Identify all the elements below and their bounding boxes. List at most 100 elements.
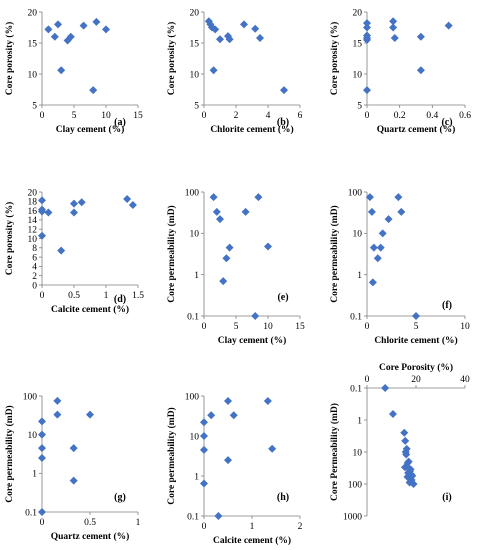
x-tick-label: 10 <box>101 111 111 121</box>
data-point <box>216 35 224 44</box>
x-tick-label: 0.6 <box>459 111 471 121</box>
data-point <box>388 410 397 419</box>
y-tick-label: 10 <box>28 235 38 245</box>
x-tick-label: 6 <box>298 111 303 121</box>
y-tick-label: 10 <box>353 448 363 458</box>
x-tick-label: 5 <box>72 111 77 121</box>
x-tick-label: 0 <box>202 522 207 532</box>
data-point <box>402 450 411 459</box>
y-tick-label: 0.1 <box>187 312 199 322</box>
data-point <box>38 444 46 453</box>
panel-label: (e) <box>277 292 288 303</box>
data-point <box>50 32 59 41</box>
data-point <box>263 396 272 405</box>
data-point <box>363 19 371 28</box>
y-tick-label: 0 <box>32 281 37 291</box>
data-point <box>209 193 218 202</box>
y-axis-title: Core porosity (%) <box>4 22 15 96</box>
y-tick-label: 100 <box>185 392 200 402</box>
y-tick-label: 20 <box>28 188 38 198</box>
data-point <box>367 207 376 216</box>
y-tick-label: 10 <box>353 230 363 240</box>
x-tick-label: 0 <box>365 111 370 121</box>
data-point <box>404 457 413 466</box>
x-axis-title: Quartz cement (%) <box>51 531 130 542</box>
data-point <box>200 479 208 488</box>
y-tick-label: 20 <box>353 8 363 18</box>
x-axis-title: Chlorite cement (%) <box>210 124 293 135</box>
y-tick-label: 10 <box>28 431 38 441</box>
data-point <box>216 215 224 224</box>
y-tick-label: 1 <box>32 470 37 480</box>
y-tick-label: 20 <box>28 8 38 18</box>
y-tick-label: 16 <box>28 207 38 217</box>
y-tick-label: 14 <box>28 216 38 226</box>
data-point <box>376 243 385 252</box>
panel-label: (h) <box>277 492 289 503</box>
y-tick-label: 4 <box>32 263 37 273</box>
data-point <box>229 411 238 420</box>
data-point <box>401 436 410 445</box>
x-tick-label: 10 <box>263 322 273 332</box>
y-axis-title: Core permeability (mD) <box>4 405 15 502</box>
y-tick-label: 1 <box>357 271 362 281</box>
data-point <box>54 20 62 29</box>
data-point <box>381 384 390 392</box>
data-point <box>200 445 208 454</box>
panel-label: (d) <box>114 294 126 305</box>
panel-label: (b) <box>277 117 289 128</box>
y-axis-title: Core Permeability (mD) <box>329 403 340 501</box>
x-tick-label: 0 <box>40 518 45 528</box>
data-point <box>38 430 46 439</box>
data-point <box>77 198 86 207</box>
data-point <box>394 193 403 202</box>
y-tick-label: 5 <box>357 101 362 111</box>
y-tick-label: 20 <box>190 8 200 18</box>
data-point <box>224 396 232 405</box>
y-tick-label: 10 <box>190 230 200 240</box>
data-point <box>207 411 216 420</box>
data-point <box>53 396 62 405</box>
data-point <box>390 34 399 43</box>
data-point <box>368 278 377 287</box>
x-axis-title: Calcite cement (%) <box>51 304 129 315</box>
y-tick-label: 1 <box>194 271 199 281</box>
data-point <box>389 23 398 32</box>
y-tick-label: 0.1 <box>350 384 362 394</box>
y-tick-label: 15 <box>190 39 200 49</box>
data-point <box>225 243 234 252</box>
data-point <box>264 242 272 251</box>
data-point <box>38 508 46 516</box>
data-point <box>416 66 425 75</box>
data-point <box>200 418 208 427</box>
data-point <box>363 86 371 95</box>
y-axis-title: Core permeability (mD) <box>166 407 177 504</box>
x-tick-label: 10 <box>460 322 470 332</box>
x-axis-title: Calcite cement (%) <box>213 535 291 546</box>
x-tick-label: 1.5 <box>132 291 144 301</box>
data-point <box>86 410 94 419</box>
x-tick-label: 0 <box>365 375 370 385</box>
data-point <box>53 410 62 419</box>
y-tick-label: 1 <box>357 416 362 426</box>
data-point <box>389 17 398 26</box>
x-tick-label: 2 <box>234 111 239 121</box>
x-tick-label: 0.2 <box>394 111 406 121</box>
data-point <box>38 207 46 216</box>
y-tick-label: 10 <box>190 432 200 442</box>
data-point <box>200 432 208 440</box>
x-axis-title: Clay cement (%) <box>218 335 287 346</box>
data-point <box>57 246 66 255</box>
data-point <box>219 277 228 286</box>
panel-label: (i) <box>442 492 451 503</box>
x-tick-label: 15 <box>295 322 305 332</box>
y-tick-label: 5 <box>194 101 199 111</box>
x-tick-label: 0 <box>40 291 45 301</box>
y-axis-title: Core permeability (mD) <box>329 205 340 302</box>
data-point <box>240 20 248 29</box>
data-point <box>102 25 110 34</box>
y-tick-label: 12 <box>28 226 38 236</box>
data-point <box>212 207 221 216</box>
